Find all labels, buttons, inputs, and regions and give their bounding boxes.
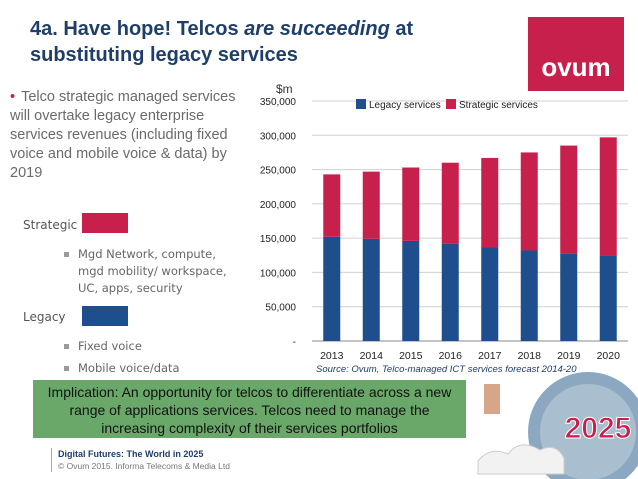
globe-2025-badge: 2025	[477, 372, 638, 479]
strategic-swatch	[82, 213, 128, 233]
implication-box: Implication: An opportunity for telcos t…	[33, 380, 466, 438]
x-tick-label: 2017	[478, 350, 502, 362]
footer-title: Digital Futures: The World in 2025	[58, 449, 204, 459]
bar-legacy	[441, 243, 459, 341]
bar-legacy	[560, 253, 578, 341]
y-tick-label: 150,000	[260, 234, 297, 245]
x-tick-label: 2014	[360, 350, 384, 362]
bar-strategic	[323, 174, 341, 237]
legacy-item: Mobile voice/data	[64, 360, 228, 377]
strategic-label: Strategic	[23, 218, 78, 232]
ovum-logo: ovum	[528, 17, 624, 91]
bar-legacy	[402, 240, 420, 341]
bar-legacy	[599, 255, 617, 341]
bar-legacy	[362, 238, 380, 341]
legacy-swatch	[82, 306, 128, 326]
legacy-item: Fixed voice	[64, 338, 228, 355]
bar-legacy	[481, 247, 499, 341]
y-tick-label: 50,000	[265, 303, 296, 314]
bar-strategic	[560, 145, 578, 254]
legend-label: Strategic services	[459, 100, 538, 111]
bar-strategic	[520, 152, 538, 251]
chart-unit-label: $m	[276, 82, 293, 96]
x-tick-label: 2018	[518, 350, 542, 362]
bullet-text: • Telco strategic managed services will o…	[10, 89, 236, 181]
square-bullet-icon	[64, 366, 69, 371]
legend-swatch-legacy	[356, 99, 366, 109]
bullet-dot-icon: •	[10, 89, 16, 105]
x-tick-label: 2020	[597, 350, 621, 362]
y-tick-label: 300,000	[260, 131, 297, 142]
y-tick-label: 100,000	[260, 268, 297, 279]
square-bullet-icon	[64, 252, 69, 257]
bar-legacy	[323, 236, 341, 341]
chart-source: Source: Ovum, Telco-managed ICT services…	[316, 364, 577, 375]
strategic-item: Mgd Network, compute, mgd mobility/ work…	[64, 246, 228, 297]
bar-strategic	[362, 171, 380, 239]
square-bullet-icon	[64, 344, 69, 349]
footer-copyright: © Ovum 2015. Informa Telecoms & Media Lt…	[58, 461, 230, 471]
legend-swatch-strategic	[446, 99, 456, 109]
y-tick-label: 200,000	[260, 200, 297, 211]
bar-strategic	[441, 162, 459, 244]
cloud-icon	[477, 444, 565, 475]
page-title: 4a. Have hope! Telcos are succeeding at …	[30, 18, 414, 66]
bar-strategic	[481, 157, 499, 248]
x-tick-label: 2013	[320, 350, 344, 362]
x-tick-label: 2016	[439, 350, 463, 362]
footer-divider	[51, 448, 52, 472]
legacy-label: Legacy	[23, 310, 66, 324]
x-tick-label: 2019	[557, 350, 581, 362]
x-tick-label: 2015	[399, 350, 423, 362]
y-tick-label: -	[293, 337, 296, 348]
y-tick-label: 250,000	[260, 166, 297, 177]
bar-legacy	[520, 250, 538, 341]
hand-icon	[484, 384, 500, 414]
legend-label: Legacy services	[369, 100, 441, 111]
badge-text: 2025	[565, 412, 632, 445]
y-tick-label: 350,000	[260, 97, 297, 108]
bar-strategic	[599, 137, 617, 256]
bar-strategic	[402, 167, 420, 241]
